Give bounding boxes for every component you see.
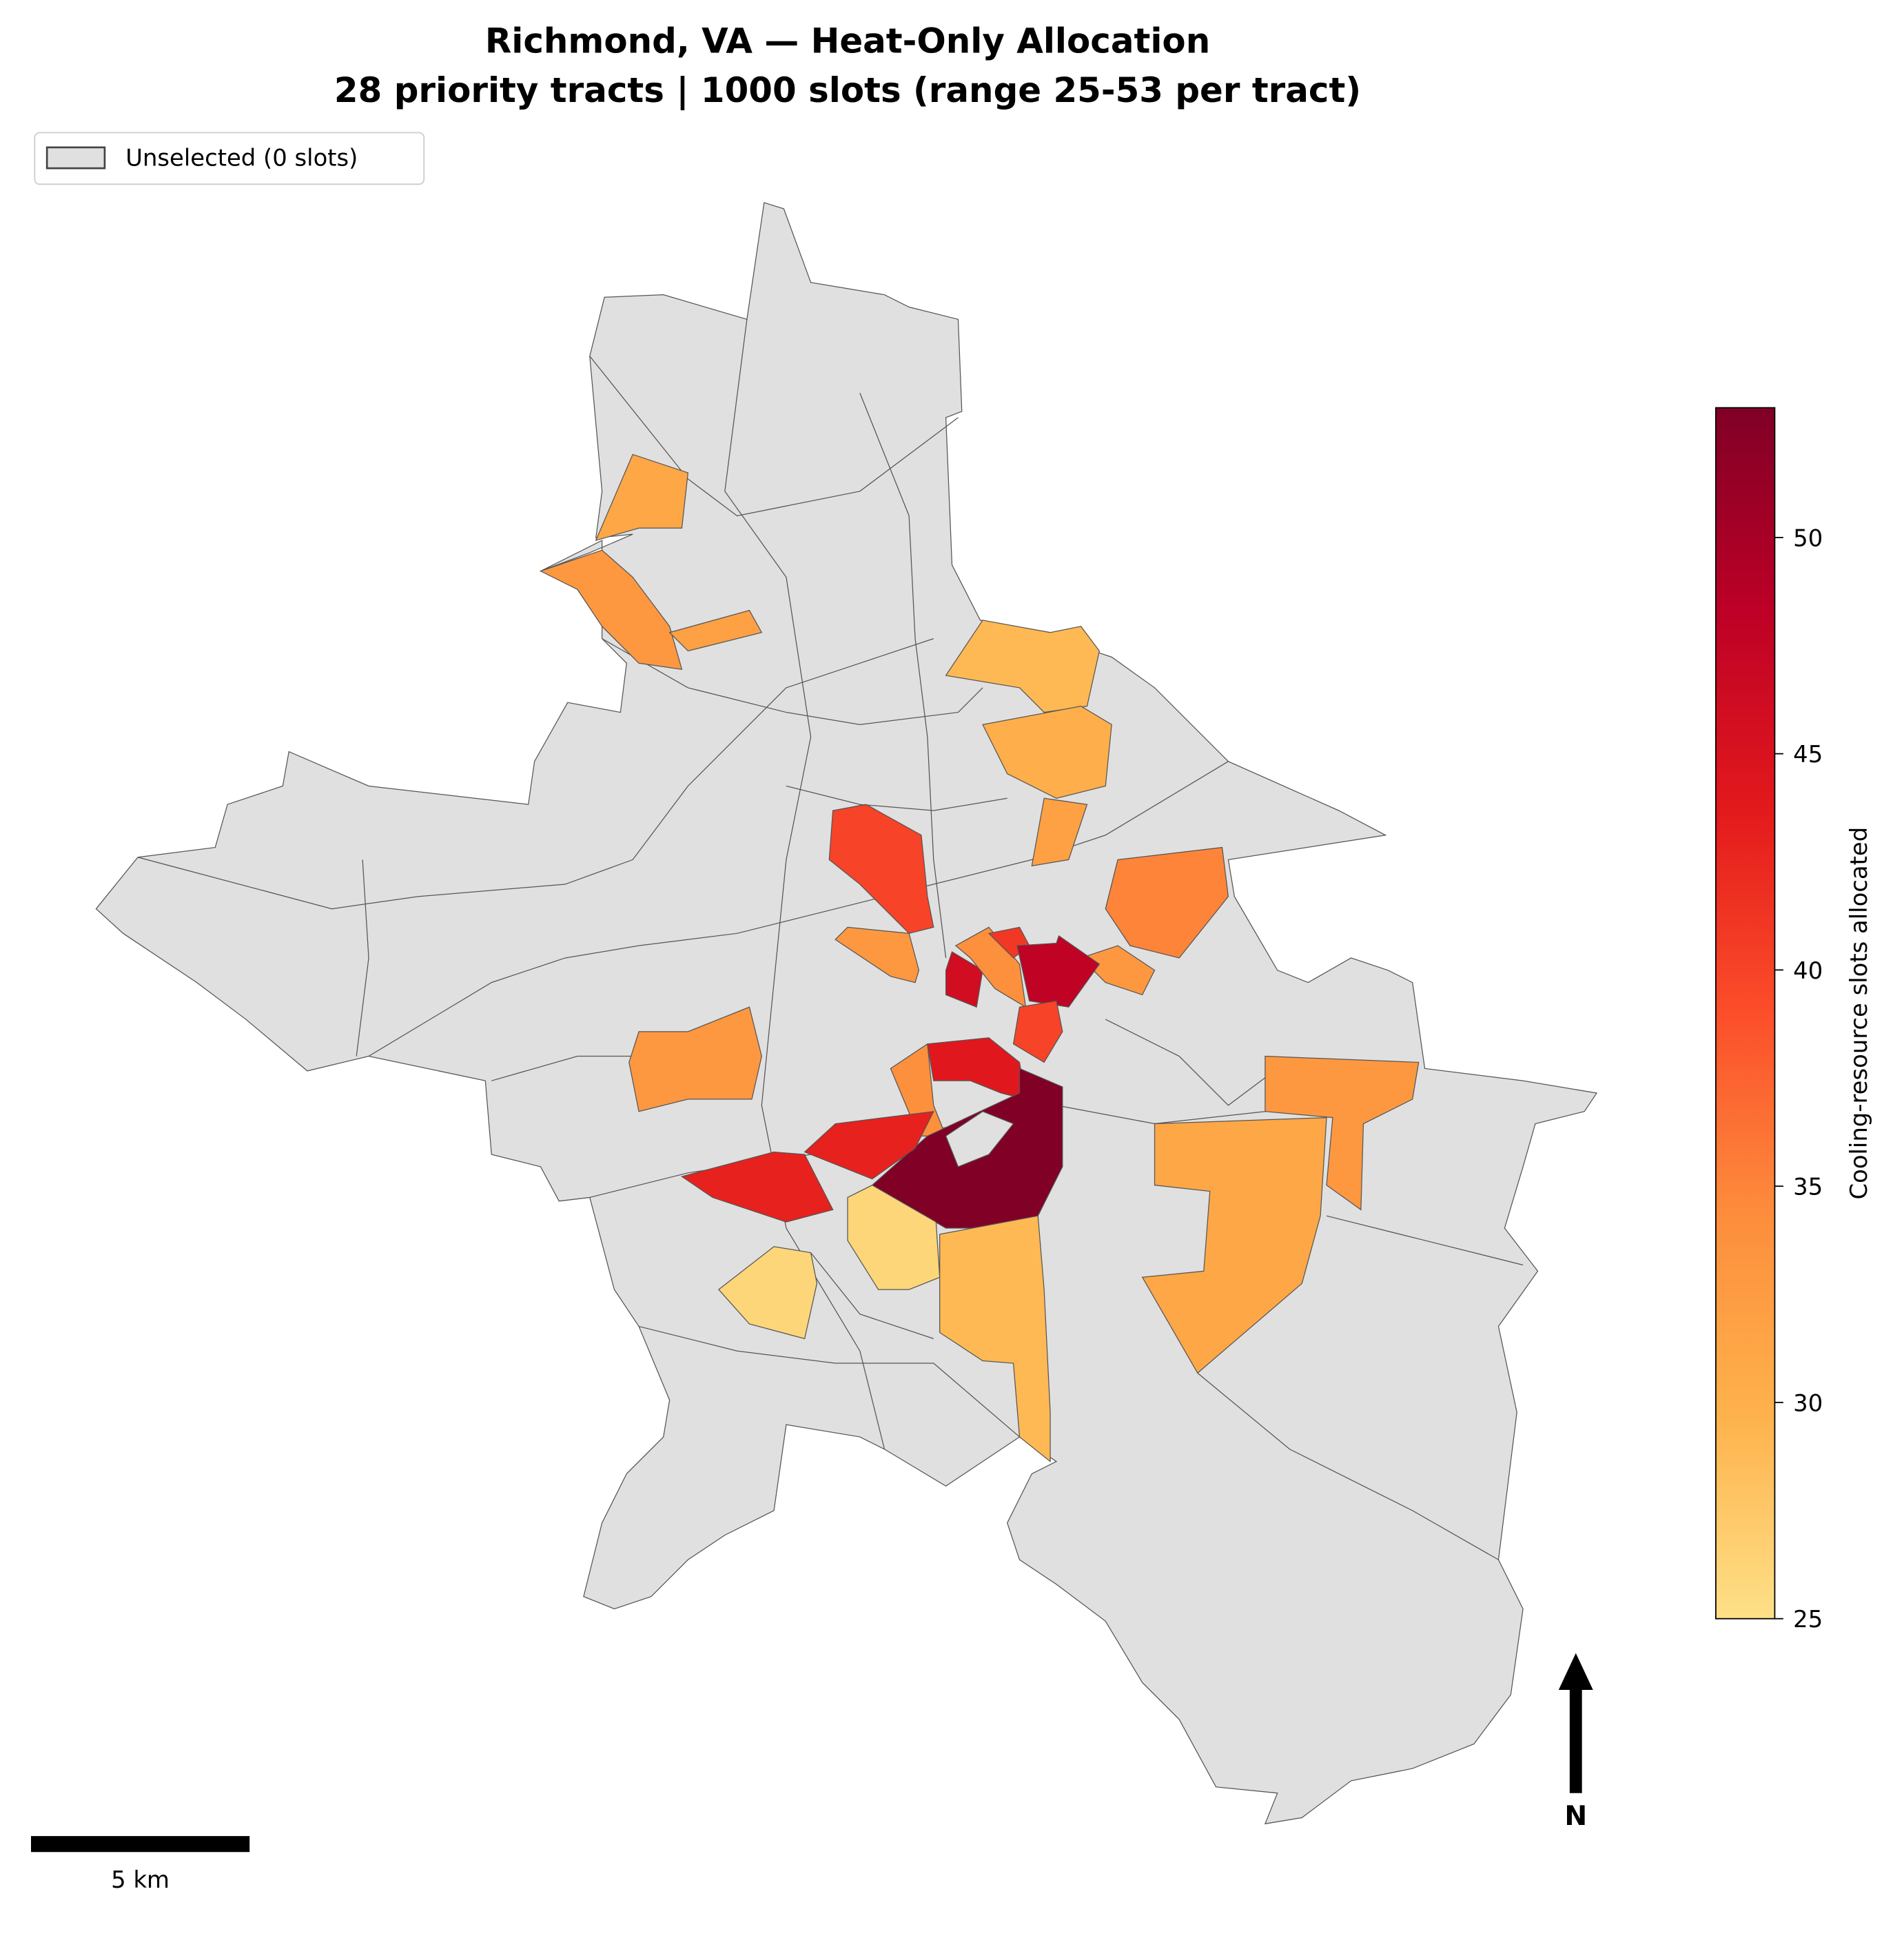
tract (628, 1006, 762, 1112)
colorbar-label: Cooling-resource slots allocated (1845, 827, 1872, 1200)
colorbar-tick-label: 40 (1793, 957, 1823, 984)
unselected-tract (945, 1111, 1014, 1167)
tract (1016, 935, 1101, 1008)
legend-label: Unselected (0 slots) (125, 145, 358, 172)
tract (803, 1110, 934, 1180)
scale-bar-line (30, 1836, 250, 1853)
north-label: N (1564, 1801, 1587, 1832)
tract (539, 549, 683, 670)
tract (847, 1184, 941, 1290)
selected-tracts (539, 453, 1420, 1462)
tract (1105, 846, 1229, 959)
map-subtitle: 28 priority tracts | 1000 slots (range 2… (334, 70, 1361, 110)
scale-bar: 5 km (30, 1836, 250, 1893)
tract (982, 705, 1112, 799)
colorbar-tick-label: 25 (1793, 1606, 1823, 1633)
city-map (95, 202, 1598, 1825)
colorbar-tick-label: 50 (1793, 524, 1823, 551)
tract (1080, 945, 1156, 996)
tract (939, 1215, 1051, 1462)
tract (1012, 1000, 1063, 1063)
north-arrow-head (1558, 1653, 1593, 1691)
tract (828, 804, 934, 935)
tract (945, 951, 983, 1008)
north-arrow-shaft (1569, 1684, 1582, 1793)
tract (1265, 1055, 1420, 1211)
north-arrow: N (1558, 1653, 1593, 1832)
tract (680, 1151, 834, 1223)
tract (595, 453, 689, 542)
tract (1141, 1116, 1327, 1374)
colorbar: 25 30 35 40 45 50 Cooling-resource slots allo… (1715, 407, 1872, 1633)
map-title: Richmond, VA — Heat-Only Allocation (485, 21, 1210, 61)
tract-boundaries (137, 319, 1524, 1560)
tract (835, 926, 920, 983)
colorbar-ramp (1715, 407, 1776, 1620)
legend-patch (45, 146, 106, 170)
tract (1031, 797, 1088, 867)
tract (718, 1246, 818, 1340)
colorbar-tick-label: 35 (1793, 1174, 1823, 1201)
legend-box (34, 132, 425, 185)
tract (945, 620, 1101, 713)
colorbar-tick-label: 45 (1793, 741, 1823, 768)
city-outline (95, 202, 1598, 1825)
scale-bar-label: 5 km (111, 1866, 170, 1893)
colorbar-tick-label: 30 (1793, 1389, 1823, 1416)
colorbar-ticks: 25 30 35 40 45 50 (1774, 524, 1823, 1633)
tract (668, 609, 763, 652)
legend: Unselected (0 slots) (34, 132, 425, 185)
